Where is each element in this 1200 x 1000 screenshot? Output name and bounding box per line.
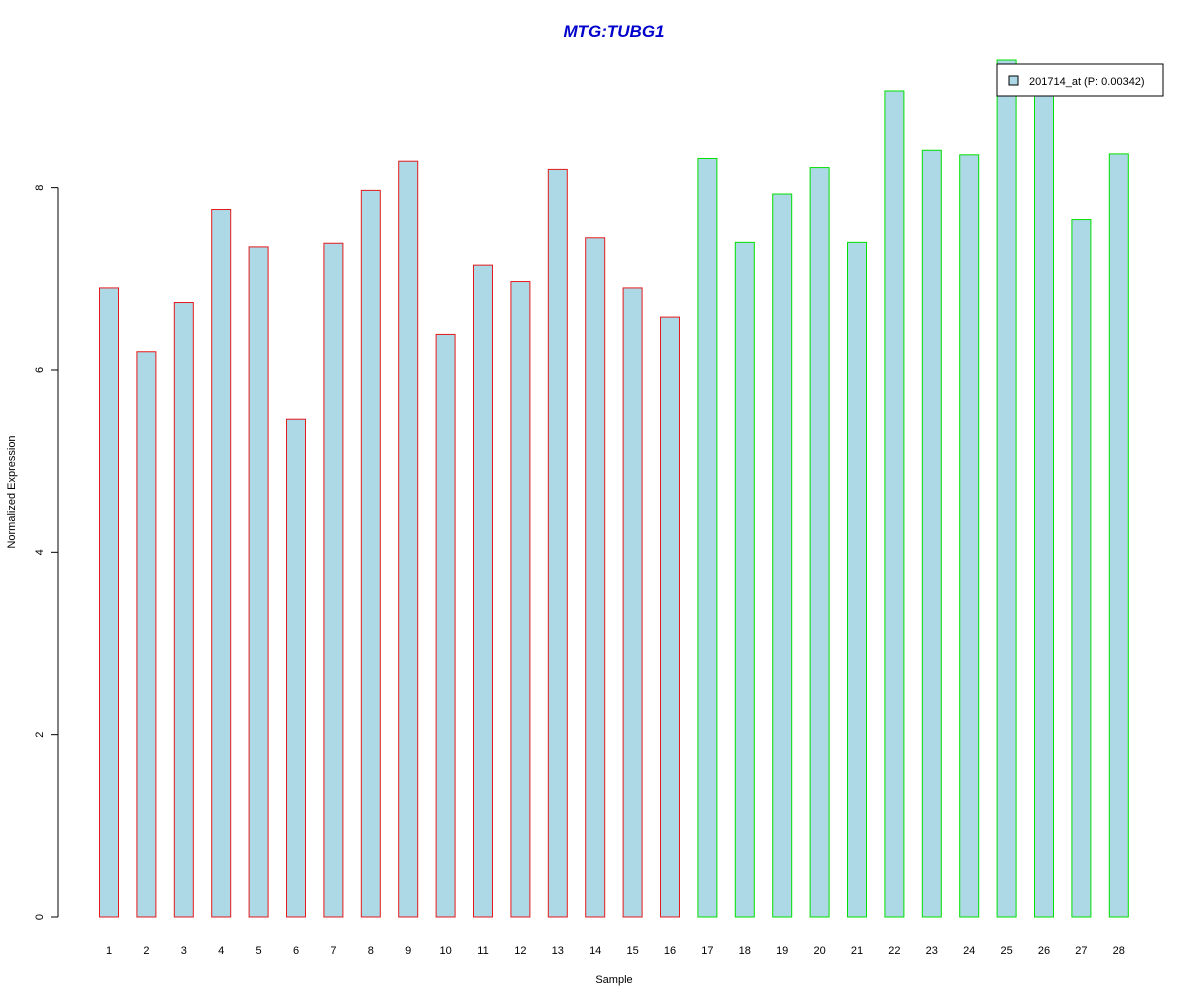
x-tick-label: 28 [1113,945,1125,957]
bar-sample-27 [1071,219,1092,918]
bar-sample-25 [996,59,1017,918]
x-tick-label: 18 [739,945,751,957]
bar-sample-5 [248,246,269,918]
x-tick-label: 9 [405,945,411,957]
bar-sample-1 [99,287,119,918]
x-tick-label: 14 [589,945,601,957]
x-tick-label: 15 [626,945,638,957]
y-tick-label: 8 [34,185,46,191]
x-tick-label: 22 [888,945,900,957]
bar-sample-15 [622,287,643,918]
bar-sample-20 [809,167,830,918]
x-tick-label: 1 [106,945,112,957]
bars [99,59,1129,918]
x-tick-label: 5 [256,945,262,957]
legend: 201714_at (P: 0.00342) [996,63,1164,97]
legend-box [996,63,1164,97]
y-tick-label: 6 [34,367,46,373]
bar-sample-7 [323,242,344,918]
x-tick-label: 16 [664,945,676,957]
bar-sample-8 [360,189,381,918]
y-axis: 0 2 4 6 8 [34,185,59,920]
y-axis-label: Normalized Expression [6,435,18,548]
x-tick-label: 25 [1000,945,1012,957]
x-tick-label: 17 [701,945,713,957]
x-tick-label: 11 [477,945,488,957]
bar-sample-2 [136,351,157,918]
x-tick-label: 26 [1038,945,1050,957]
x-tick-label: 12 [514,945,526,957]
bar-sample-11 [473,264,493,918]
x-tick-label: 4 [218,945,224,957]
x-tick-label: 2 [143,945,149,957]
bar-sample-16 [660,316,680,918]
bar-sample-14 [585,237,606,918]
bar-sample-12 [510,281,531,918]
bar-sample-21 [847,241,867,918]
x-tick-label: 13 [552,945,564,957]
bar-sample-13 [547,168,568,918]
x-axis-ticks: 1 2 3 4 5 6 7 8 9 10 11 12 13 14 15 16 17 18 19 20 21 22 23 24 2… [106,945,1125,957]
bar-sample-3 [173,302,194,918]
bar-sample-18 [734,241,755,918]
bar-sample-23 [921,149,942,918]
chart-title: MTG:TUBG1 [563,22,664,41]
bar-sample-28 [1108,153,1129,918]
x-tick-label: 3 [181,945,187,957]
y-tick-label: 0 [34,914,46,920]
bar-sample-9 [398,160,419,918]
x-tick-label: 21 [851,945,863,957]
x-tick-label: 6 [293,945,299,957]
x-tick-label: 10 [439,945,451,957]
bar-sample-4 [211,209,232,918]
y-tick-label: 2 [34,732,46,738]
x-tick-label: 24 [963,945,975,957]
bar-sample-10 [435,333,456,918]
x-tick-label: 23 [926,945,938,957]
legend-swatch [1008,75,1019,86]
bar-sample-22 [884,90,905,918]
bar-sample-19 [772,193,793,918]
legend-label: 201714_at (P: 0.00342) [1029,76,1145,88]
x-tick-label: 19 [776,945,788,957]
y-tick-label: 4 [34,549,46,555]
x-tick-label: 8 [368,945,374,957]
bar-sample-24 [959,154,980,918]
x-tick-label: 27 [1075,945,1087,957]
x-tick-label: 20 [813,945,825,957]
bar-sample-6 [286,418,306,918]
bar-sample-26 [1034,92,1054,918]
bar-sample-17 [697,157,718,918]
x-tick-label: 7 [330,945,336,957]
x-axis-label: Sample [595,974,632,986]
